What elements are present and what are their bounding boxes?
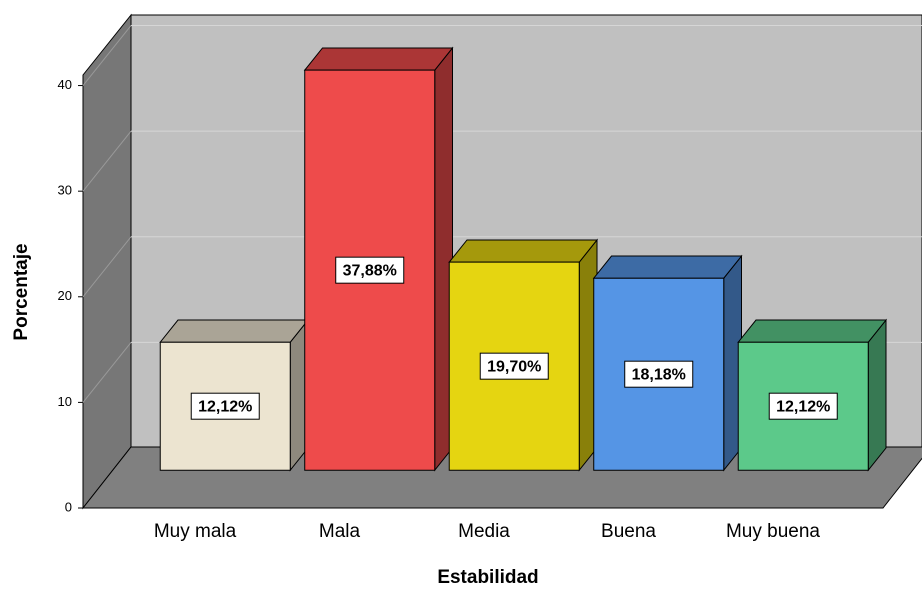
value-label: 18,18% — [632, 366, 686, 383]
y-axis-title: Porcentaje — [11, 243, 32, 340]
y-tick-label: 0 — [65, 499, 72, 514]
value-label-box — [624, 360, 694, 388]
bar-top — [737, 319, 888, 343]
grid-line — [82, 342, 132, 403]
value-label-box — [335, 256, 405, 284]
bar-top — [448, 239, 599, 263]
x-tick-label: Mala — [319, 521, 361, 542]
x-tick-label: Buena — [601, 521, 656, 542]
grid-line — [82, 25, 132, 86]
x-axis-title: Estabilidad — [437, 567, 538, 588]
bar-top — [303, 47, 454, 71]
grid-line — [82, 236, 132, 298]
x-tick-label: Muy mala — [154, 521, 237, 542]
x-tick-label: Muy buena — [726, 521, 820, 542]
value-label-box — [768, 392, 838, 420]
y-tick-label: 10 — [58, 394, 72, 409]
value-label: 12,12% — [198, 398, 252, 415]
x-tick-label: Media — [458, 521, 510, 542]
value-label-box — [479, 352, 549, 380]
left-wall — [82, 13, 132, 510]
value-label-box — [190, 392, 260, 420]
value-label: 12,12% — [776, 398, 830, 415]
bar-side — [867, 318, 887, 472]
value-label: 37,88% — [343, 262, 397, 279]
y-tick-label: 20 — [58, 288, 72, 303]
y-tick-label: 30 — [58, 183, 72, 198]
y-tick-label: 40 — [58, 77, 72, 92]
grid-line — [82, 130, 132, 192]
bar-top — [592, 255, 743, 279]
value-label: 19,70% — [487, 358, 541, 375]
bar-top — [159, 319, 310, 343]
